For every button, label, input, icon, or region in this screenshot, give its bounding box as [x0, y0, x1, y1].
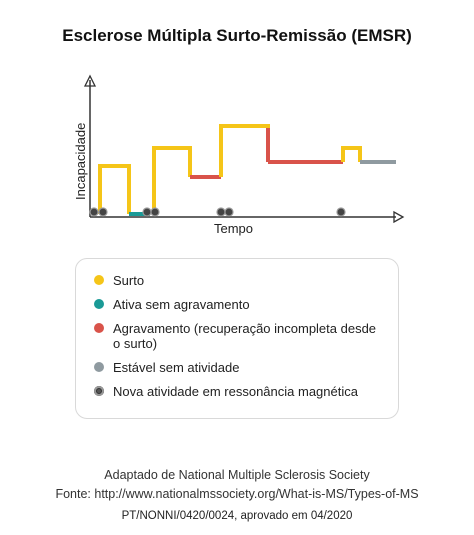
legend: Surto Ativa sem agravamento Agravamento …: [75, 258, 399, 419]
legend-label: Estável sem atividade: [113, 360, 240, 375]
legend-label: Ativa sem agravamento: [113, 297, 250, 312]
legend-label: Surto: [113, 273, 145, 288]
gray-dot-icon: [94, 362, 104, 372]
legend-item-mri: Nova atividade em ressonância magnética: [94, 384, 384, 399]
relapse-segment-1: [98, 164, 131, 214]
yellow-dot-icon: [94, 275, 104, 285]
x-axis-arrow-icon: [393, 210, 405, 224]
footer-attribution: Adaptado de National Multiple Sclerosis …: [104, 468, 370, 482]
x-axis-label: Tempo: [214, 221, 253, 236]
mri-activity-icon: [142, 207, 152, 217]
relapse-segment-2: [152, 146, 192, 214]
y-axis-arrow-icon: [83, 74, 97, 87]
mri-activity-icon: [216, 207, 226, 217]
mri-activity-icon: [89, 207, 99, 217]
mri-activity-icon: [336, 207, 346, 217]
red-dot-icon: [94, 323, 104, 333]
mri-activity-markers: [89, 207, 346, 217]
mri-activity-icon: [94, 386, 104, 396]
mri-activity-icon: [150, 207, 160, 217]
teal-dot-icon: [94, 299, 104, 309]
legend-item-agravamento: Agravamento (recuperação incompleta desd…: [94, 321, 384, 351]
y-axis-label: Incapacidade: [73, 123, 88, 200]
diagram-title: Esclerose Múltipla Surto-Remissão (EMSR): [62, 26, 412, 45]
mri-activity-icon: [98, 207, 108, 217]
relapse-segment-3: [219, 124, 270, 177]
relapse-segment-4: [341, 146, 362, 162]
legend-item-ativa: Ativa sem agravamento: [94, 297, 384, 312]
footer-code: PT/NONNI/0420/0024, aprovado em 04/2020: [121, 510, 353, 522]
legend-label: Agravamento (recuperação incompleta desd…: [113, 321, 377, 351]
legend-item-estavel: Estável sem atividade: [94, 360, 384, 375]
legend-item-surto: Surto: [94, 273, 384, 288]
legend-label: Nova atividade em ressonância magnética: [113, 384, 358, 399]
mri-activity-icon: [224, 207, 234, 217]
footer-source: Fonte: http://www.nationalmssociety.org/…: [55, 487, 419, 501]
